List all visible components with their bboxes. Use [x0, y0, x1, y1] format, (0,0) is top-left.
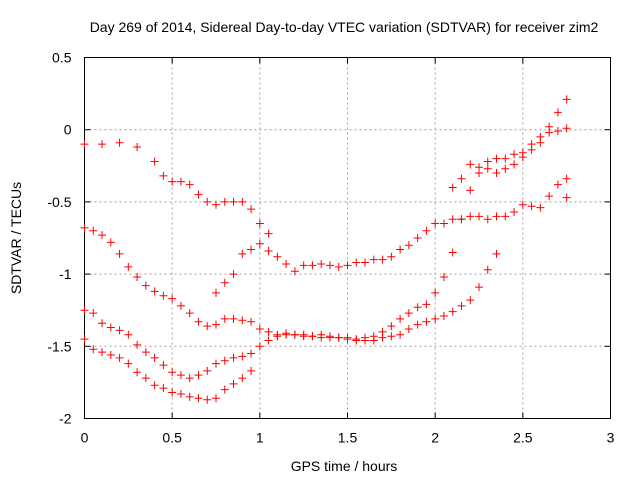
y-tick-label: -2 [59, 411, 72, 427]
axis-ticks [84, 57, 611, 419]
y-tick-label: 0.5 [52, 50, 72, 66]
series-s5 [212, 239, 273, 297]
grid-lines [84, 57, 611, 419]
x-tick-label: 0 [81, 430, 89, 446]
data-point-markers [80, 138, 571, 276]
x-tick-label: 2.5 [513, 430, 533, 446]
series-s6 [448, 95, 571, 192]
chart-title: Day 269 of 2014, Sidereal Day-to-day VTE… [90, 19, 599, 35]
data-point-markers [212, 239, 273, 297]
data-point-markers [80, 335, 256, 404]
x-tick-label: 1.5 [338, 430, 358, 446]
series-s3 [80, 249, 501, 383]
series-s7 [562, 193, 571, 202]
y-tick-label: 0 [64, 122, 72, 138]
data-marks [80, 95, 571, 404]
x-tick-label: 1 [256, 430, 264, 446]
data-point-markers [448, 95, 571, 192]
y-tick-labels: 0.5 0 -0.5 -1 -1.5 -2 [47, 50, 71, 427]
series-s1 [80, 138, 571, 276]
data-point-markers [80, 124, 571, 344]
series-s4 [80, 335, 256, 404]
x-tick-label: 0.5 [162, 430, 182, 446]
data-point-markers [80, 249, 501, 383]
y-axis-label: SDTVAR / TECUs [8, 182, 24, 294]
series-s2 [80, 124, 571, 344]
x-tick-labels: 0 0.5 1 1.5 2 2.5 3 [81, 430, 615, 446]
y-tick-label: -1.5 [47, 338, 71, 354]
x-tick-label: 2 [431, 430, 439, 446]
y-tick-label: -0.5 [47, 194, 71, 210]
x-axis-label: GPS time / hours [291, 458, 398, 474]
y-tick-label: -1 [59, 266, 72, 282]
data-point-markers [562, 193, 571, 202]
x-tick-label: 3 [607, 430, 615, 446]
